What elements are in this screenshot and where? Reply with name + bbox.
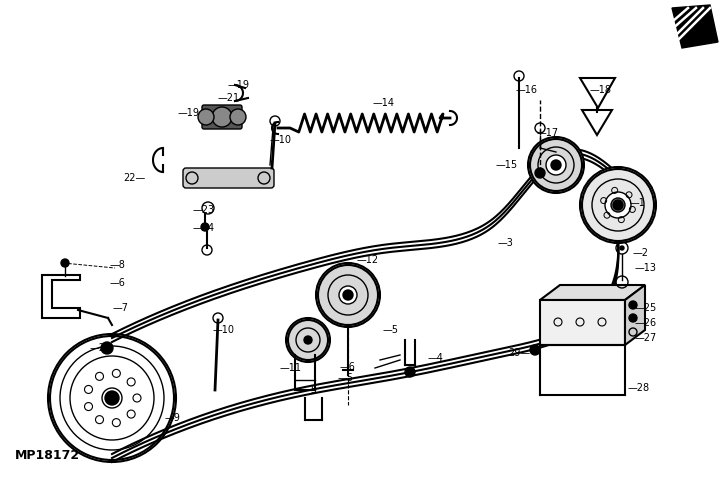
- Text: —10: —10: [213, 325, 235, 335]
- Text: 29—: 29—: [508, 348, 530, 358]
- Text: —26: —26: [635, 318, 657, 328]
- Text: —11: —11: [280, 363, 302, 373]
- Text: —23: —23: [193, 205, 215, 215]
- Circle shape: [629, 301, 637, 309]
- Circle shape: [230, 109, 246, 125]
- Text: —4: —4: [428, 353, 444, 363]
- Text: —19: —19: [228, 80, 250, 90]
- Circle shape: [105, 391, 119, 405]
- Text: 22—: 22—: [122, 173, 145, 183]
- Text: —20: —20: [90, 343, 112, 353]
- Polygon shape: [540, 300, 625, 345]
- Polygon shape: [540, 285, 645, 300]
- Circle shape: [201, 223, 209, 231]
- Circle shape: [316, 263, 380, 327]
- Circle shape: [535, 168, 545, 178]
- Text: MP18172: MP18172: [15, 449, 80, 462]
- Text: —27: —27: [635, 333, 657, 343]
- Circle shape: [339, 286, 357, 304]
- Circle shape: [620, 246, 624, 250]
- Circle shape: [304, 336, 312, 344]
- Text: —6: —6: [110, 278, 126, 288]
- Text: —1: —1: [630, 198, 646, 208]
- FancyBboxPatch shape: [183, 168, 274, 188]
- Circle shape: [546, 155, 566, 175]
- FancyBboxPatch shape: [202, 105, 242, 129]
- Circle shape: [286, 318, 330, 362]
- Text: —16: —16: [516, 85, 538, 95]
- Circle shape: [629, 314, 637, 322]
- Text: —21: —21: [218, 93, 240, 103]
- Text: —19: —19: [178, 108, 200, 118]
- Text: —13: —13: [635, 263, 657, 273]
- Text: —3: —3: [498, 238, 514, 248]
- Text: —8: —8: [110, 260, 126, 270]
- Text: —18: —18: [590, 85, 612, 95]
- Circle shape: [530, 345, 540, 355]
- Circle shape: [212, 107, 232, 127]
- Circle shape: [605, 192, 631, 218]
- Text: —10: —10: [270, 135, 292, 145]
- Text: —5: —5: [383, 325, 399, 335]
- Text: —12: —12: [357, 255, 379, 265]
- Circle shape: [528, 137, 584, 193]
- Text: —15: —15: [496, 160, 518, 170]
- Text: —14: —14: [373, 98, 395, 108]
- Text: —24: —24: [193, 223, 215, 233]
- Text: —9: —9: [165, 413, 181, 423]
- Text: —5: —5: [302, 385, 318, 395]
- Circle shape: [405, 367, 415, 377]
- Text: —2: —2: [633, 248, 649, 258]
- Circle shape: [343, 290, 353, 300]
- Circle shape: [580, 167, 656, 243]
- Text: —28: —28: [628, 383, 650, 393]
- Circle shape: [551, 160, 561, 170]
- Text: —25: —25: [635, 303, 657, 313]
- Polygon shape: [625, 285, 645, 345]
- Circle shape: [613, 200, 623, 210]
- Circle shape: [611, 198, 625, 212]
- Polygon shape: [672, 5, 718, 48]
- Circle shape: [61, 259, 69, 267]
- Circle shape: [101, 342, 113, 354]
- Text: —7: —7: [113, 303, 129, 313]
- Text: —6: —6: [340, 362, 356, 372]
- Text: —17: —17: [537, 128, 559, 138]
- Circle shape: [198, 109, 214, 125]
- Text: —5: —5: [338, 373, 354, 383]
